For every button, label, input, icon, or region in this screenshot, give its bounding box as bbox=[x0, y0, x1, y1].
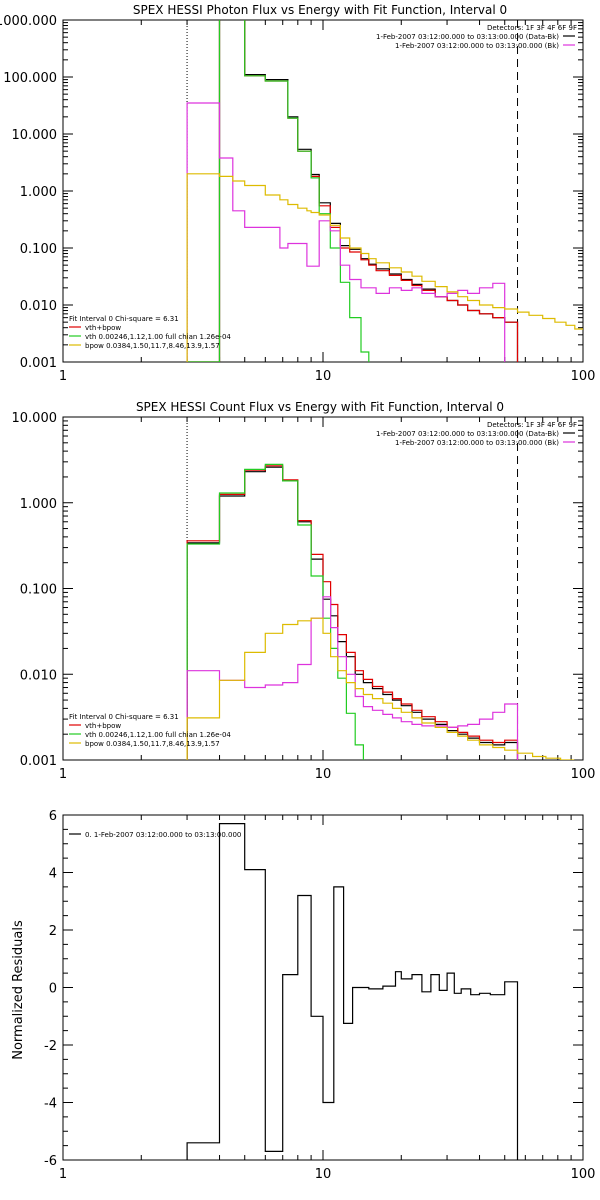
chart-title: SPEX HESSI Photon Flux vs Energy with Fi… bbox=[133, 3, 507, 17]
legend-text: vth+bpow bbox=[85, 722, 121, 730]
legend-text: 1-Feb-2007 03:12:00.000 to 03:13:00.000 … bbox=[376, 33, 559, 41]
residuals-panel: Normalized Residuals 1 10 100 -6 -4 -2 0 2 4 6 0. … bbox=[11, 809, 595, 1182]
x-tick-label: 100 bbox=[571, 369, 596, 384]
residuals-plot: 1 10 100 -6 -4 -2 0 2 4 6 0. 1-Feb-2007 03:12:00.0… bbox=[44, 809, 595, 1182]
legend-text: bpow 0.0384,1.50,11.7,8.46,13.9,1.57 bbox=[85, 740, 220, 748]
count-flux-panel: SPEX HESSI Count Flux vs Energy with Fit… bbox=[12, 400, 596, 782]
series-step-2 bbox=[187, 20, 519, 362]
series-step-3 bbox=[186, 102, 506, 362]
series-step-1 bbox=[186, 465, 519, 760]
y-tick-label: 1.000 bbox=[20, 497, 57, 512]
y-tick-label: -4 bbox=[44, 1097, 57, 1112]
series-step-1 bbox=[187, 20, 519, 362]
x-tick-label: 1 bbox=[59, 369, 67, 384]
legend-text: 1-Feb-2007 03:12:00.000 to 03:13:00.000 … bbox=[376, 430, 559, 438]
photon-flux-plot: 1 10 100 0.001 0.010 0.100 1.000 10.000 100.000 1… bbox=[0, 14, 596, 384]
legend-text: Fit Interval 0 Chi-square = 6.31 bbox=[69, 315, 179, 323]
y-tick-label: 10.000 bbox=[12, 411, 58, 426]
legend-text: 1-Feb-2007 03:12:00.000 to 03:13:00.000 … bbox=[395, 42, 559, 50]
y-tick-label: 0.010 bbox=[20, 299, 57, 314]
y-tick-label: 100.000 bbox=[3, 71, 57, 86]
y-tick-label: 0.100 bbox=[20, 583, 57, 598]
count-flux-plot: 1 10 100 0.001 0.010 0.100 1.000 10.000 Detector… bbox=[12, 411, 596, 782]
x-tick-label: 1 bbox=[59, 767, 67, 782]
y-tick-label: 0.100 bbox=[20, 242, 57, 257]
legend-text: vth 0.00246,1.12,1.00 full chian 1.26e-0… bbox=[85, 731, 231, 739]
y-tick-label: 10.000 bbox=[12, 128, 58, 143]
legend-text: 1-Feb-2007 03:12:00.000 to 03:13:00.000 … bbox=[395, 439, 559, 447]
y-tick-label: -2 bbox=[44, 1039, 57, 1054]
legend-text: bpow 0.0384,1.50,11.7,8.46,13.9,1.57 bbox=[85, 342, 220, 350]
y-tick-label: 4 bbox=[49, 867, 57, 882]
x-tick-label: 10 bbox=[315, 369, 332, 384]
y-tick-label: -6 bbox=[44, 1154, 57, 1169]
legend-text: Detectors: 1F 3F 4F 6F 9F bbox=[487, 421, 577, 429]
legend-text: 0. 1-Feb-2007 03:12:00.000 to 03:13:00.0… bbox=[85, 831, 241, 839]
series-step-0 bbox=[186, 823, 519, 1160]
y-tick-label: 6 bbox=[49, 809, 57, 824]
chart-title: SPEX HESSI Count Flux vs Energy with Fit… bbox=[136, 400, 504, 414]
series-step-2 bbox=[186, 463, 364, 760]
x-tick-label: 100 bbox=[571, 1167, 596, 1182]
y-tick-label: 2 bbox=[49, 924, 57, 939]
y-tick-label: 1000.000 bbox=[0, 14, 57, 29]
legend-text: Detectors: 1F 3F 4F 6F 9F bbox=[487, 24, 577, 32]
x-tick-label: 1 bbox=[59, 1167, 67, 1182]
photon-flux-panel: SPEX HESSI Photon Flux vs Energy with Fi… bbox=[0, 3, 595, 384]
y-tick-label: 0.010 bbox=[20, 668, 57, 683]
series-step-4 bbox=[186, 173, 583, 362]
x-tick-label: 100 bbox=[571, 767, 596, 782]
legend-text: vth 0.00246,1.12,1.00 full chian 1.26e-0… bbox=[85, 333, 231, 341]
series-step-3 bbox=[186, 596, 519, 760]
y-axis-label: Normalized Residuals bbox=[11, 920, 26, 1060]
y-tick-label: 1.000 bbox=[20, 185, 57, 200]
legend-text: Fit Interval 0 Chi-square = 6.31 bbox=[69, 713, 179, 721]
y-tick-label: 0.001 bbox=[20, 356, 57, 371]
y-tick-label: 0 bbox=[49, 982, 57, 997]
series-step-0 bbox=[186, 466, 519, 760]
x-tick-label: 10 bbox=[315, 1167, 332, 1182]
x-tick-label: 10 bbox=[315, 767, 332, 782]
legend-text: vth+bpow bbox=[85, 324, 121, 332]
y-tick-label: 0.001 bbox=[20, 754, 57, 769]
series-step-4 bbox=[186, 617, 575, 760]
